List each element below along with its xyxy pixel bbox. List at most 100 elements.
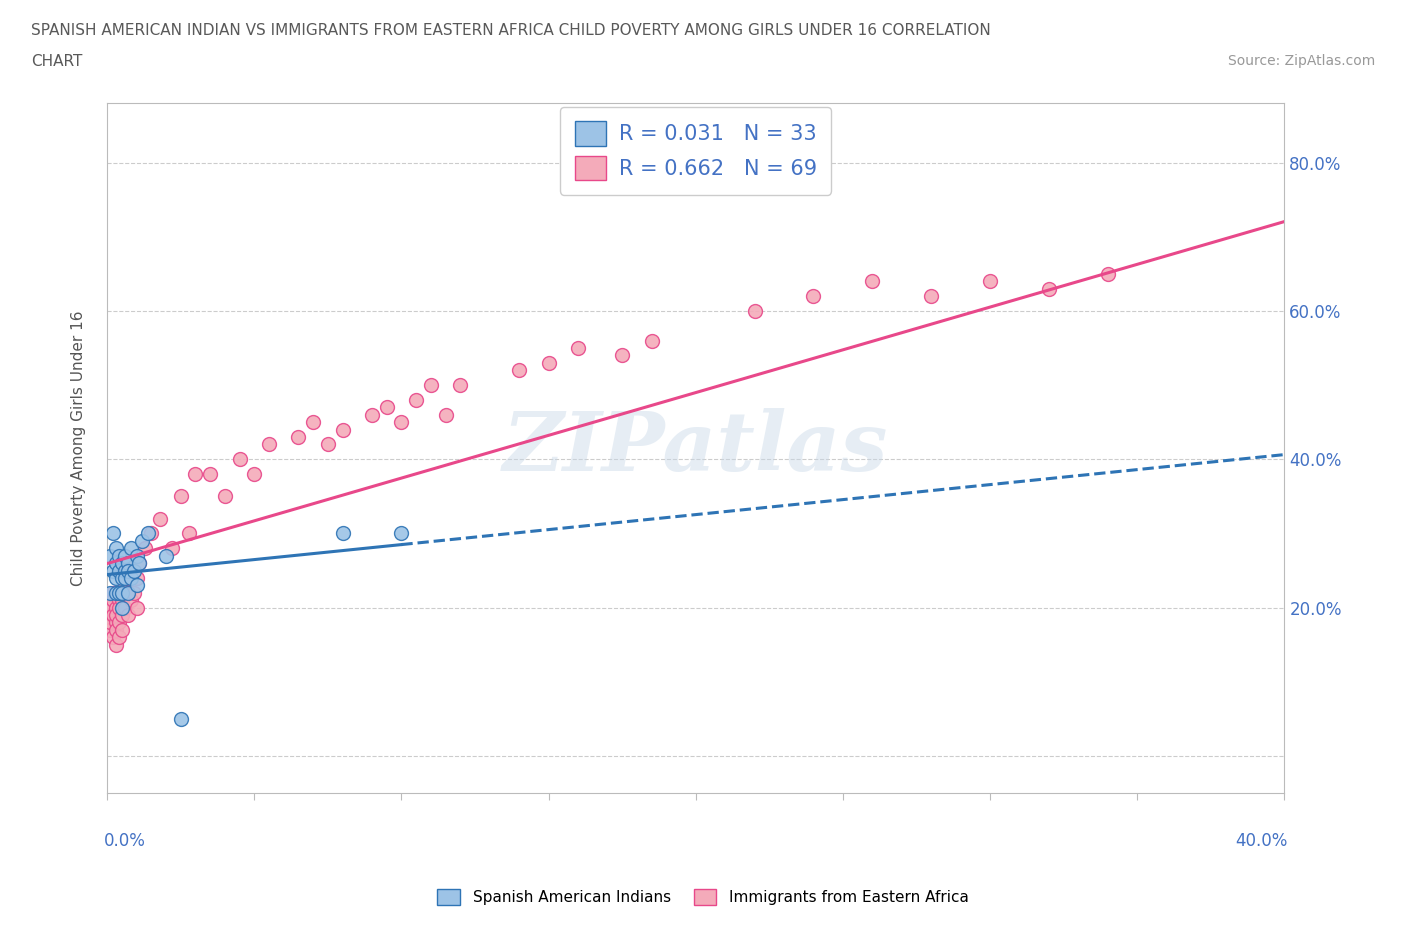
Point bbox=[160, 541, 183, 556]
Point bbox=[108, 563, 131, 578]
Point bbox=[104, 622, 127, 637]
Point bbox=[920, 288, 942, 303]
Y-axis label: Child Poverty Among Girls Under 16: Child Poverty Among Girls Under 16 bbox=[72, 311, 86, 586]
Point bbox=[155, 549, 177, 564]
Point bbox=[120, 592, 142, 607]
Point bbox=[114, 563, 136, 578]
Point bbox=[405, 392, 427, 407]
Point bbox=[104, 556, 127, 571]
Point bbox=[98, 549, 121, 564]
Point bbox=[125, 549, 148, 564]
Point bbox=[104, 615, 127, 630]
Point bbox=[108, 549, 131, 564]
Point bbox=[537, 355, 560, 370]
Point bbox=[228, 452, 250, 467]
Point bbox=[612, 348, 634, 363]
Point bbox=[122, 585, 145, 600]
Point bbox=[111, 570, 134, 585]
Point bbox=[640, 333, 662, 348]
Point bbox=[744, 303, 766, 318]
Point bbox=[316, 437, 339, 452]
Point bbox=[198, 467, 221, 482]
Point bbox=[101, 563, 124, 578]
Point bbox=[111, 556, 134, 571]
Point bbox=[125, 600, 148, 615]
Legend: R = 0.031   N = 33, R = 0.662   N = 69: R = 0.031 N = 33, R = 0.662 N = 69 bbox=[560, 107, 831, 194]
Point bbox=[104, 541, 127, 556]
Point bbox=[332, 526, 354, 541]
Point bbox=[419, 378, 441, 392]
Point bbox=[104, 600, 127, 615]
Point bbox=[979, 274, 1001, 289]
Point bbox=[149, 512, 172, 526]
Point bbox=[803, 288, 825, 303]
Point bbox=[125, 570, 148, 585]
Text: 0.0%: 0.0% bbox=[104, 832, 146, 850]
Point bbox=[508, 363, 530, 378]
Point bbox=[389, 526, 412, 541]
Point bbox=[434, 407, 457, 422]
Point bbox=[114, 578, 136, 592]
Point bbox=[567, 340, 589, 355]
Point bbox=[104, 607, 127, 622]
Point bbox=[101, 592, 124, 607]
Point bbox=[136, 526, 159, 541]
Point bbox=[134, 541, 156, 556]
Point bbox=[125, 578, 148, 592]
Point bbox=[104, 570, 127, 585]
Point bbox=[104, 637, 127, 652]
Point bbox=[98, 622, 121, 637]
Point bbox=[114, 570, 136, 585]
Legend: Spanish American Indians, Immigrants from Eastern Africa: Spanish American Indians, Immigrants fro… bbox=[432, 883, 974, 911]
Point bbox=[1038, 281, 1060, 296]
Point bbox=[449, 378, 471, 392]
Point bbox=[98, 600, 121, 615]
Point bbox=[111, 600, 134, 615]
Point bbox=[101, 526, 124, 541]
Point bbox=[131, 534, 153, 549]
Point bbox=[104, 585, 127, 600]
Point bbox=[287, 430, 309, 445]
Point bbox=[375, 400, 398, 415]
Point bbox=[108, 592, 131, 607]
Point bbox=[98, 615, 121, 630]
Text: CHART: CHART bbox=[31, 54, 83, 69]
Point bbox=[117, 556, 139, 571]
Point bbox=[128, 556, 150, 571]
Point bbox=[117, 585, 139, 600]
Text: ZIPatlas: ZIPatlas bbox=[503, 408, 889, 488]
Point bbox=[108, 585, 131, 600]
Point bbox=[169, 711, 191, 726]
Point bbox=[111, 585, 134, 600]
Point bbox=[114, 549, 136, 564]
Point bbox=[104, 585, 127, 600]
Point bbox=[117, 563, 139, 578]
Point bbox=[117, 585, 139, 600]
Point bbox=[389, 415, 412, 430]
Point bbox=[179, 526, 201, 541]
Point bbox=[361, 407, 384, 422]
Point bbox=[108, 615, 131, 630]
Point bbox=[332, 422, 354, 437]
Point bbox=[114, 600, 136, 615]
Point bbox=[111, 585, 134, 600]
Point bbox=[128, 556, 150, 571]
Point bbox=[214, 489, 236, 504]
Point bbox=[117, 570, 139, 585]
Text: Source: ZipAtlas.com: Source: ZipAtlas.com bbox=[1227, 54, 1375, 68]
Point bbox=[101, 630, 124, 644]
Point bbox=[108, 630, 131, 644]
Point bbox=[120, 541, 142, 556]
Point bbox=[184, 467, 207, 482]
Point bbox=[141, 526, 163, 541]
Point bbox=[108, 600, 131, 615]
Point bbox=[114, 563, 136, 578]
Point bbox=[860, 274, 883, 289]
Point bbox=[302, 415, 325, 430]
Point bbox=[122, 563, 145, 578]
Point bbox=[111, 607, 134, 622]
Point bbox=[101, 585, 124, 600]
Point bbox=[98, 585, 121, 600]
Point bbox=[111, 592, 134, 607]
Point bbox=[120, 556, 142, 571]
